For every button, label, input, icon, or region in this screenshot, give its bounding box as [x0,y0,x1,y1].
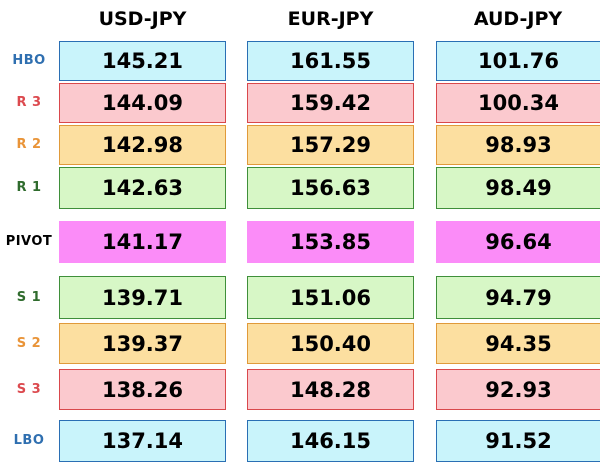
cell-r1-eur-jpy: 156.63 [247,167,414,209]
column-header-usd-jpy: USD-JPY [98,8,187,30]
row-label-s1: S 1 [16,290,42,305]
row-label-r3: R 3 [16,95,42,110]
cell-s1-eur-jpy: 151.06 [247,276,414,319]
cell-s2-usd-jpy: 139.37 [59,323,226,364]
cell-s1-usd-jpy: 139.71 [59,276,226,319]
cell-r2-eur-jpy: 157.29 [247,125,414,165]
cell-s3-usd-jpy: 138.26 [59,369,226,410]
row-label-r2: R 2 [16,137,42,152]
cell-hbo-usd-jpy: 145.21 [59,41,226,81]
cell-r3-eur-jpy: 159.42 [247,83,414,123]
cell-lbo-aud-jpy: 91.52 [436,420,600,462]
row-label-hbo: HBO [12,53,46,68]
cell-hbo-aud-jpy: 101.76 [436,41,600,81]
row-label-r1: R 1 [16,180,42,195]
column-header-aud-jpy: AUD-JPY [473,8,563,30]
cell-s2-eur-jpy: 150.40 [247,323,414,364]
row-label-pivot: PIVOT [5,234,53,249]
cell-r1-usd-jpy: 142.63 [59,167,226,209]
cell-s3-eur-jpy: 148.28 [247,369,414,410]
cell-r1-aud-jpy: 98.49 [436,167,600,209]
cell-lbo-usd-jpy: 137.14 [59,420,226,462]
cell-pivot-eur-jpy: 153.85 [247,221,414,263]
cell-pivot-usd-jpy: 141.17 [59,221,226,263]
cell-s1-aud-jpy: 94.79 [436,276,600,319]
cell-s3-aud-jpy: 92.93 [436,369,600,410]
column-header-eur-jpy: EUR-JPY [287,8,374,30]
cell-r2-usd-jpy: 142.98 [59,125,226,165]
row-label-s3: S 3 [16,382,42,397]
row-label-s2: S 2 [16,336,42,351]
cell-hbo-eur-jpy: 161.55 [247,41,414,81]
cell-s2-aud-jpy: 94.35 [436,323,600,364]
cell-r3-usd-jpy: 144.09 [59,83,226,123]
cell-pivot-aud-jpy: 96.64 [436,221,600,263]
cell-r2-aud-jpy: 98.93 [436,125,600,165]
cell-r3-aud-jpy: 100.34 [436,83,600,123]
cell-lbo-eur-jpy: 146.15 [247,420,414,462]
row-label-lbo: LBO [13,433,45,448]
